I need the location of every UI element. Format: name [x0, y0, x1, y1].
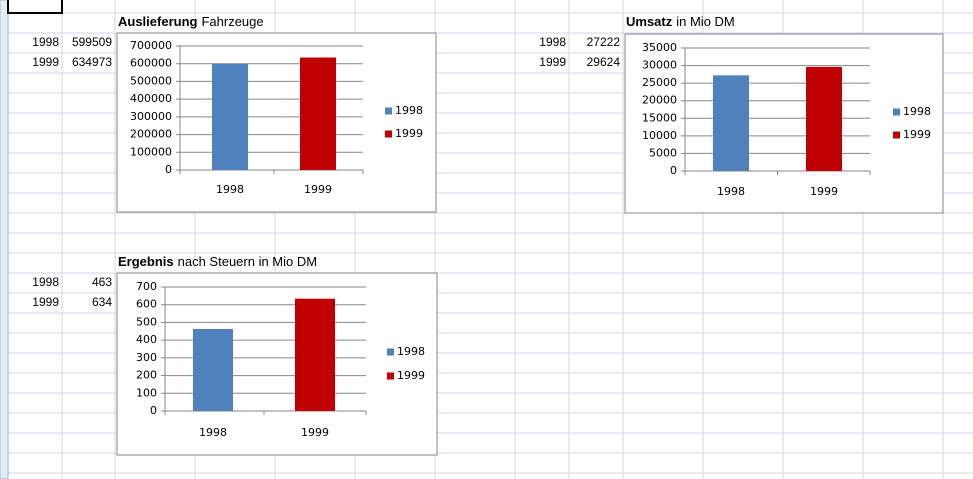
x-tick-label: 1998 — [717, 185, 745, 198]
chart-area — [116, 32, 437, 213]
bar — [193, 328, 233, 411]
legend-label: 1998 — [397, 345, 425, 358]
x-tick-label: 1998 — [199, 426, 227, 439]
chart-area — [116, 272, 438, 456]
chart-title-bold: Auslieferung — [118, 14, 198, 29]
y-tick-label: 600000 — [130, 57, 172, 70]
cell-category: 1998 — [32, 35, 59, 49]
cell-category: 1999 — [32, 55, 59, 69]
chart-title-rest: in Mio DM — [676, 14, 735, 29]
y-tick-label: 35000 — [642, 41, 677, 54]
legend-label: 1999 — [397, 369, 425, 382]
bar — [295, 298, 335, 411]
y-tick-label: 400 — [136, 333, 157, 346]
chart-area — [624, 33, 944, 214]
y-tick-label: 25000 — [642, 76, 677, 89]
row-header — [0, 0, 9, 479]
cell-category: 1999 — [32, 295, 59, 309]
chart-title-rest: nach Steuern in Mio DM — [178, 254, 317, 269]
y-tick-label: 5000 — [649, 146, 677, 159]
y-tick-label: 200000 — [130, 128, 172, 141]
y-tick-label: 700 — [136, 280, 157, 293]
bar — [806, 66, 842, 171]
legend-swatch — [387, 348, 394, 356]
x-tick-label: 1999 — [304, 183, 332, 196]
y-tick-label: 300000 — [130, 110, 172, 123]
legend-swatch — [387, 372, 394, 380]
y-tick-label: 500000 — [130, 74, 172, 87]
y-tick-label: 30000 — [642, 59, 677, 72]
chart-title: Ergebnis nach Steuern in Mio DM — [118, 254, 317, 269]
x-tick-label: 1998 — [216, 183, 244, 196]
y-tick-label: 400000 — [130, 92, 172, 105]
legend-swatch — [893, 131, 900, 139]
legend-label: 1999 — [903, 128, 931, 141]
legend-label: 1999 — [395, 127, 423, 140]
cell-value: 27222 — [587, 35, 621, 49]
x-tick-label: 1999 — [810, 185, 838, 198]
y-tick-label: 600 — [136, 298, 157, 311]
y-tick-label: 10000 — [642, 129, 677, 142]
chart-title-bold: Ergebnis — [118, 254, 174, 269]
bar — [212, 63, 248, 170]
y-tick-label: 500 — [136, 315, 157, 328]
legend-swatch — [385, 107, 392, 115]
cell-category: 1998 — [32, 275, 59, 289]
legend-label: 1998 — [395, 104, 423, 117]
cell-category: 1998 — [539, 35, 566, 49]
y-tick-label: 0 — [670, 164, 677, 177]
y-tick-label: 700000 — [130, 39, 172, 52]
y-tick-label: 200 — [136, 369, 157, 382]
cell-category: 1999 — [539, 55, 566, 69]
cell-value: 634 — [92, 295, 112, 309]
bar — [300, 57, 336, 170]
chart-title: Umsatz in Mio DM — [626, 14, 735, 29]
legend-swatch — [385, 130, 392, 138]
y-tick-label: 0 — [150, 404, 157, 417]
chart-title-bold: Umsatz — [626, 14, 673, 29]
cell-value: 634973 — [72, 55, 112, 69]
chart-title: Auslieferung Fahrzeuge — [118, 14, 264, 29]
x-tick-label: 1999 — [301, 426, 329, 439]
cell-value: 29624 — [587, 55, 621, 69]
y-tick-label: 20000 — [642, 94, 677, 107]
bar — [713, 75, 749, 171]
legend-label: 1998 — [903, 105, 931, 118]
y-tick-label: 100 — [136, 386, 157, 399]
y-tick-label: 300 — [136, 351, 157, 364]
y-tick-label: 15000 — [642, 111, 677, 124]
legend-swatch — [893, 108, 900, 116]
y-tick-label: 0 — [165, 163, 172, 176]
selected-cell[interactable] — [7, 0, 63, 14]
chart-title-rest: Fahrzeuge — [201, 14, 263, 29]
y-tick-label: 100000 — [130, 145, 172, 158]
cell-value: 599509 — [72, 35, 112, 49]
cell-value: 463 — [92, 275, 112, 289]
